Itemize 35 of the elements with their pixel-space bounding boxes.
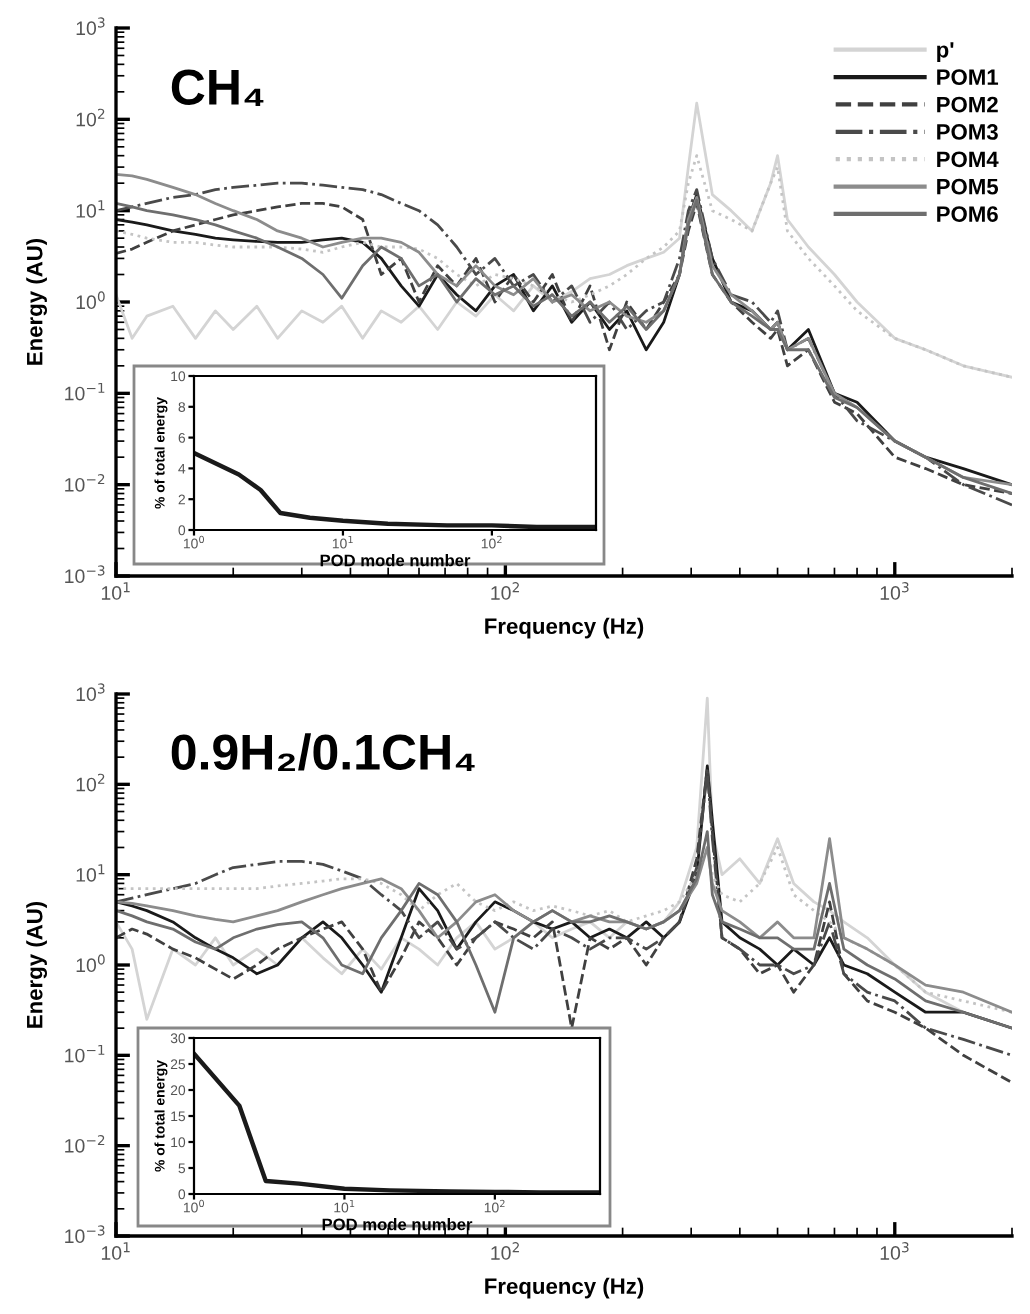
y-axis-title: Energy (AU) xyxy=(26,238,48,365)
legend-label: POM4 xyxy=(937,151,999,168)
legend-label: POM2 xyxy=(937,96,998,113)
x-tick-label: 10$^{1}$ xyxy=(101,1242,130,1260)
x-tick-label: 10$^{2}$ xyxy=(491,582,519,600)
y-tick-label: 10$^{0}$ xyxy=(76,291,105,310)
x-axis-title: POD mode number xyxy=(322,1218,473,1231)
legend-label: POM5 xyxy=(937,178,999,195)
x-axis-title: Frequency (Hz) xyxy=(485,1277,644,1299)
x-axis-title: Frequency (Hz) xyxy=(485,617,644,639)
y-tick-label: 10$^{1}$ xyxy=(76,200,105,218)
x-tick-label: 10$^{3}$ xyxy=(880,1242,909,1260)
legend-label: POM3 xyxy=(937,124,998,140)
y-tick-label: 10$^{0}$ xyxy=(76,954,105,973)
y-tick-label: 10$^{2}$ xyxy=(76,108,105,127)
legend-label: POM6 xyxy=(937,206,998,222)
y-tick-label: 10$^{3}$ xyxy=(76,17,105,36)
text: 0.9H₂/0.1CH₄ xyxy=(171,733,475,772)
y-tick-label: 10$^{2}$ xyxy=(76,773,105,792)
y-tick-label: 10$^{−2}$ xyxy=(65,1135,105,1153)
y-axis-title: Energy (AU) xyxy=(26,901,48,1028)
y-tick-label: 10$^{−1}$ xyxy=(65,1044,105,1063)
y-tick-label: 10$^{−2}$ xyxy=(65,474,105,492)
legend-label: p' xyxy=(937,42,954,63)
y-tick-label: 10$^{3}$ xyxy=(76,683,105,702)
y-tick-label: 10$^{1}$ xyxy=(76,864,105,882)
x-axis-title: POD mode number xyxy=(320,554,471,567)
x-tick-label: 10$^{2}$ xyxy=(491,1242,519,1260)
text: CH₄ xyxy=(171,69,264,107)
y-tick-label: 10$^{−3}$ xyxy=(65,1225,105,1244)
x-tick-label: 10$^{3}$ xyxy=(880,582,909,600)
legend-label: POM1 xyxy=(937,69,999,86)
y-tick-label: 10$^{−1}$ xyxy=(65,382,105,401)
x-tick-label: 10$^{1}$ xyxy=(101,582,130,600)
y-tick-label: 10$^{−3}$ xyxy=(65,565,105,584)
